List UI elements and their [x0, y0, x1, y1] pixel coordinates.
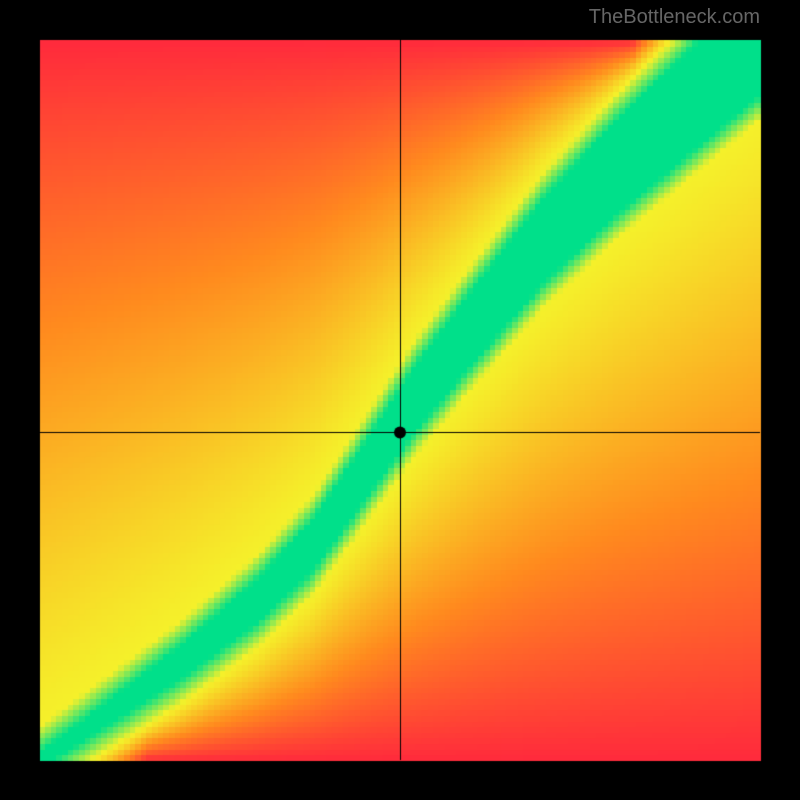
- heatmap-canvas: [0, 0, 800, 800]
- watermark-text: TheBottleneck.com: [589, 6, 760, 29]
- chart-container: TheBottleneck.com: [0, 0, 800, 800]
